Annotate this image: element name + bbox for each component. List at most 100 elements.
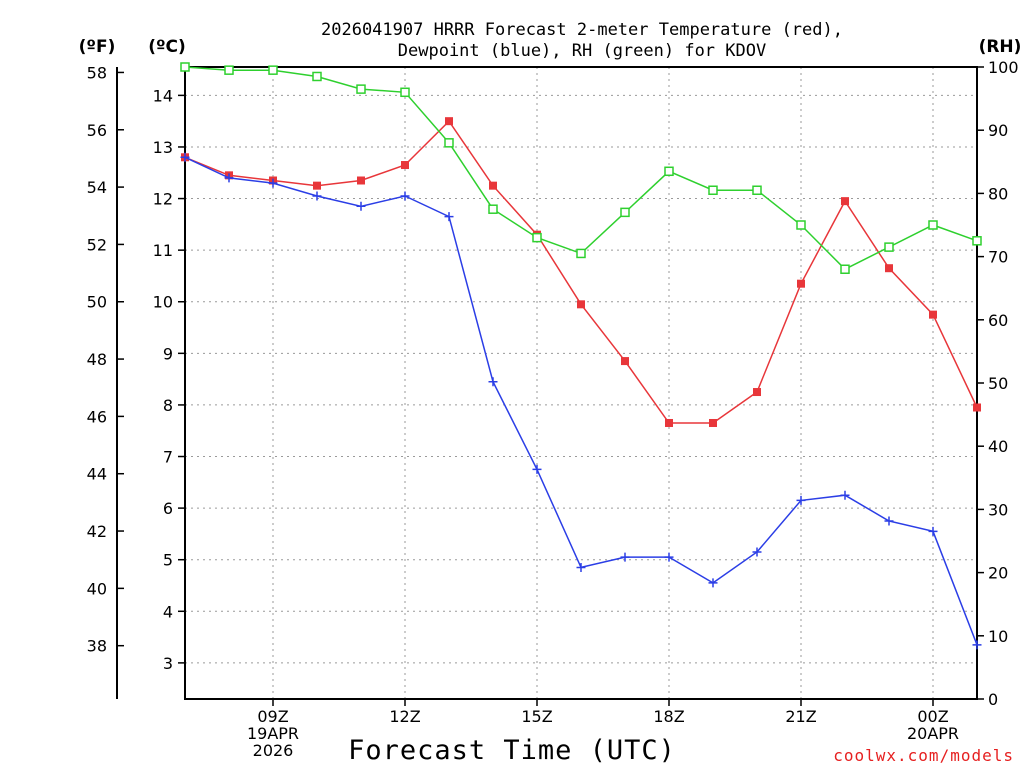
rh-tick-label: 100: [988, 58, 1019, 77]
rh-point: [400, 87, 410, 98]
fahrenheit-unit-label: (ºF): [79, 37, 116, 57]
dewpoint-point: [400, 191, 410, 201]
rh-point: [796, 220, 806, 230]
rh-tick-label: 80: [988, 184, 1008, 203]
temperature-point: [841, 197, 849, 206]
x-tick-label: 19APR: [247, 724, 299, 743]
celsius-tick-label: 11: [153, 241, 173, 260]
dewpoint-point: [884, 516, 894, 526]
temperature-series: [181, 117, 981, 427]
x-tick-label: 12Z: [389, 707, 420, 726]
dewpoint-series: [180, 152, 982, 650]
rh-point: [532, 232, 542, 243]
celsius-tick-label: 13: [153, 138, 173, 157]
x-tick-label: 20APR: [907, 724, 959, 743]
rh-unit-label: (RH): [979, 37, 1022, 57]
chart-title-line2: Dewpoint (blue), RH (green) for KDOV: [398, 41, 766, 61]
chart-title-line1: 2026041907 HRRR Forecast 2-meter Tempera…: [321, 20, 843, 40]
temperature-point: [357, 176, 365, 185]
celsius-tick-label: 9: [163, 344, 173, 363]
rh-point: [576, 248, 586, 259]
grid-layer: [185, 67, 977, 699]
plot-frame: [184, 66, 978, 700]
x-tick-label: 21Z: [785, 707, 816, 726]
celsius-unit-label: (ºC): [148, 37, 186, 57]
dewpoint-point: [664, 552, 674, 562]
celsius-tick-label: 12: [153, 190, 173, 209]
rh-tick-label: 40: [988, 437, 1008, 456]
fahrenheit-tick-label: 52: [87, 235, 107, 254]
celsius-tick-label: 6: [163, 499, 173, 518]
temperature-point: [577, 300, 585, 309]
dewpoint-point: [532, 464, 542, 474]
dewpoint-point: [312, 191, 322, 201]
rh-point: [928, 220, 938, 230]
dewpoint-point: [796, 495, 806, 505]
rh-point: [312, 71, 322, 82]
rh-point: [972, 236, 982, 246]
rh-point: [752, 185, 762, 195]
dewpoint-point: [620, 552, 630, 562]
temperature-point: [489, 181, 497, 190]
celsius-tick-label: 5: [163, 551, 173, 570]
fahrenheit-tick-label: 48: [87, 350, 107, 369]
x-axis-title: Forecast Time (UTC): [348, 735, 676, 766]
dewpoint-point: [356, 201, 366, 211]
rh-line: [184, 66, 978, 271]
rh-point: [840, 264, 850, 274]
rh-point: [708, 185, 718, 195]
rh-tick-label: 50: [988, 374, 1008, 393]
dewpoint-point: [224, 173, 234, 183]
dewpoint-point: [928, 526, 938, 536]
rh-point: [444, 138, 454, 148]
rh-tick-label: 10: [988, 627, 1008, 646]
fahrenheit-tick-label: 54: [87, 178, 107, 197]
celsius-tick-label: 4: [163, 602, 173, 621]
temperature-point: [621, 357, 629, 366]
credit-label: coolwx.com/models: [833, 746, 1014, 765]
x-tick-label: 18Z: [653, 707, 684, 726]
rh-tick-label: 60: [988, 311, 1008, 330]
dewpoint-point: [972, 640, 982, 650]
temperature-point: [709, 418, 717, 427]
temperature-point: [929, 310, 937, 319]
dewpoint-point: [444, 212, 454, 222]
celsius-tick-label: 14: [153, 86, 173, 105]
fahrenheit-tick-label: 44: [87, 465, 107, 484]
x-tick-label: 15Z: [521, 707, 552, 726]
fahrenheit-tick-label: 56: [87, 121, 107, 140]
fahrenheit-tick-label: 58: [87, 63, 107, 82]
dewpoint-point: [840, 490, 850, 500]
rh-point: [884, 242, 894, 252]
temperature-point: [973, 403, 981, 412]
celsius-tick-label: 3: [163, 654, 173, 673]
rh-point: [356, 84, 366, 94]
temperature-point: [753, 388, 761, 397]
dewpoint-point: [268, 178, 278, 188]
dewpoint-point: [180, 152, 190, 162]
fahrenheit-tick-label: 38: [87, 637, 107, 656]
rh-tick-label: 0: [988, 690, 998, 709]
rh-tick-label: 30: [988, 500, 1008, 519]
rh-tick-label: 70: [988, 248, 1008, 267]
dewpoint-point: [752, 547, 762, 557]
fahrenheit-tick-label: 42: [87, 522, 107, 541]
fahrenheit-tick-label: 46: [87, 407, 107, 426]
dewpoint-point: [576, 562, 586, 572]
temperature-point: [665, 418, 673, 427]
temperature-line: [184, 120, 978, 424]
rh-point: [268, 65, 278, 75]
fahrenheit-tick-label: 50: [87, 293, 107, 312]
series-layer: [180, 62, 982, 650]
temperature-point: [313, 181, 321, 190]
celsius-tick-label: 7: [163, 448, 173, 467]
celsius-tick-label: 10: [153, 293, 173, 312]
temperature-point: [797, 279, 805, 288]
x-tick-label: 00Z: [917, 707, 948, 726]
rh-point: [180, 62, 190, 72]
x-tick-label: 09Z: [257, 707, 288, 726]
temperature-point: [401, 161, 409, 170]
fahrenheit-tick-label: 40: [87, 579, 107, 598]
